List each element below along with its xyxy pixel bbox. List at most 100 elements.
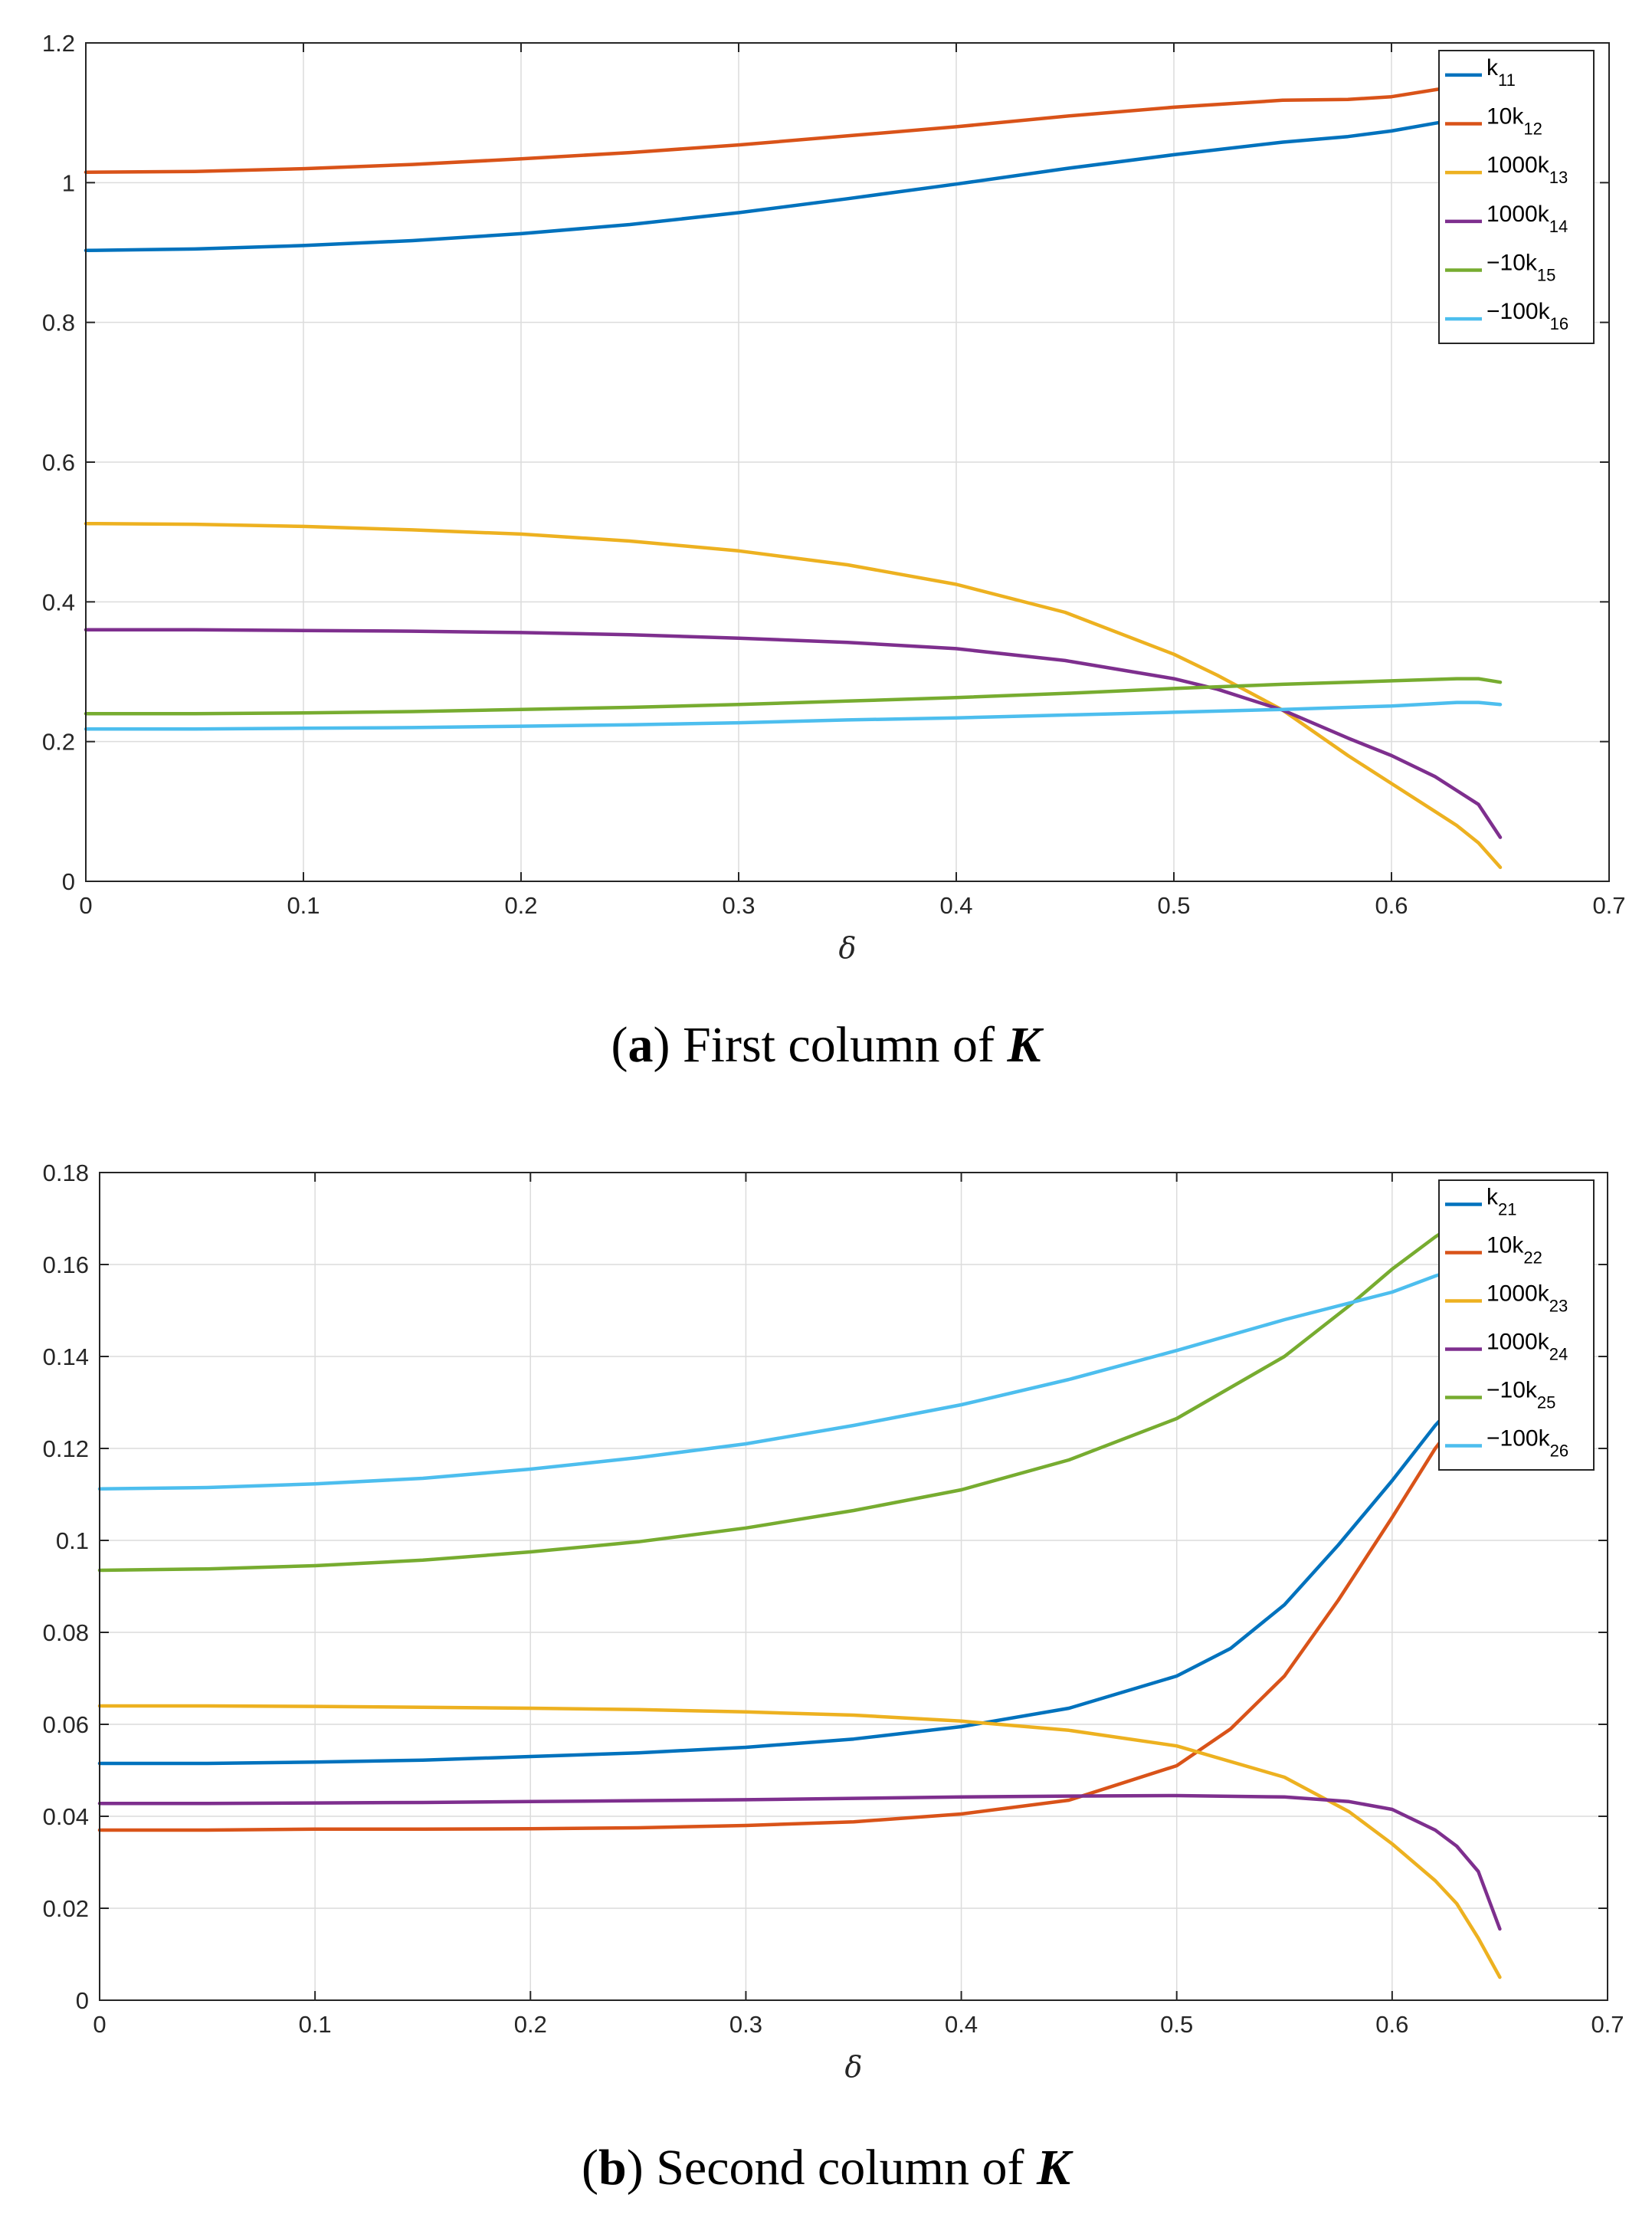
x-tick-label: 0.3 (729, 2011, 762, 2038)
legend-label: k21 (1486, 1185, 1516, 1219)
y-tick-label: 0.6 (42, 449, 75, 476)
legend-label-main: 1000k (1486, 1281, 1550, 1307)
legend-label-sub: 13 (1549, 168, 1568, 187)
y-tick-label: 0.02 (43, 1895, 89, 1922)
legend-box (1438, 1179, 1595, 1471)
legend-label: 10k12 (1486, 104, 1542, 139)
x-axis-label-b: δ (845, 2050, 863, 2084)
series-line-1000k13 (84, 521, 1503, 870)
y-tick-label: 0.2 (42, 729, 75, 756)
y-tick-label: 0.18 (43, 1160, 89, 1186)
legend-label-sub: 26 (1550, 1442, 1568, 1461)
y-tick-label: 0.08 (43, 1619, 89, 1646)
y-tick-label: 0.8 (42, 310, 75, 336)
legend-label-sub: 22 (1523, 1248, 1542, 1268)
caption-b-text: Second column of (656, 2140, 1024, 2196)
plot-frame-b (99, 1172, 1608, 2001)
legend-label: 1000k14 (1486, 202, 1568, 236)
legend-label-sub: 15 (1537, 266, 1555, 285)
caption-a-label: a (628, 1017, 653, 1073)
ticks-a: 0 0.1 0.2 0.3 0.4 0.5 0.6 0.7 0 0.2 0.4 0.6 0.8 1 1.2 (42, 30, 1626, 919)
legend-label: 1000k23 (1486, 1281, 1568, 1316)
legend-label-main: k (1486, 55, 1499, 80)
series-line--100k26 (97, 1258, 1502, 1491)
grid-b (99, 1172, 1608, 2001)
y-tick-label: 0 (76, 1987, 89, 2014)
caption-b-symbol: K (1036, 2140, 1073, 2196)
y-tick-label: 0 (62, 868, 75, 895)
y-tick-label: 0.14 (43, 1343, 89, 1370)
legend-label: −100k26 (1486, 1426, 1568, 1461)
series-line-k11 (84, 114, 1503, 253)
x-tick-label: 0.1 (299, 2011, 332, 2038)
legend-label: 10k22 (1486, 1233, 1542, 1268)
legend-label: 1000k24 (1486, 1330, 1568, 1364)
caption-a-open: ( (611, 1017, 628, 1073)
legend-label: k11 (1486, 55, 1516, 90)
series-line-1000k23 (97, 1704, 1502, 1980)
x-tick-label: 0.5 (1160, 2011, 1193, 2038)
legend-label: 1000k13 (1486, 153, 1568, 187)
series-line--10k25 (97, 1207, 1502, 1573)
y-tick-label: 0.04 (43, 1803, 89, 1830)
y-tick-label: 0.12 (43, 1435, 89, 1462)
x-tick-label: 0.6 (1375, 2011, 1408, 2038)
caption-a-close: ) (653, 1017, 682, 1073)
series-line-k21 (97, 1382, 1502, 1766)
legend-box (1438, 50, 1595, 344)
legend-label-sub: 14 (1549, 217, 1568, 236)
x-tick-label: 0 (93, 2011, 106, 2038)
legend-label-main: 10k (1486, 1233, 1524, 1258)
x-tick-label: 0.7 (1591, 2011, 1624, 2038)
series-line-10k22 (97, 1400, 1502, 1832)
legend-label-main: 1000k (1486, 153, 1550, 178)
legend-label-main: 1000k (1486, 1330, 1550, 1355)
x-tick-label: 0.2 (514, 2011, 547, 2038)
legend-label-sub: 23 (1549, 1297, 1568, 1316)
legend-label: −100k16 (1486, 299, 1568, 333)
legend-label-sub: 24 (1549, 1345, 1568, 1364)
legend-label-main: −10k (1486, 251, 1538, 276)
legend-label-sub: 12 (1523, 120, 1542, 139)
caption-b-space (1024, 2140, 1037, 2196)
y-tick-label: 1 (62, 169, 75, 196)
series-line--100k16 (84, 700, 1503, 731)
caption-a: (a) First column of K (611, 1017, 1044, 1073)
x-tick-label: 0.2 (504, 892, 537, 919)
caption-b-close: ) (627, 2140, 656, 2196)
y-tick-label: 0.4 (42, 589, 75, 615)
x-tick-label: 0.4 (945, 2011, 978, 2038)
caption-a-text: First column of (683, 1017, 995, 1073)
x-tick-label: 0.4 (939, 892, 972, 919)
series-line-10k12 (84, 81, 1503, 174)
legend-label-main: −100k (1486, 299, 1551, 324)
chart-panel-a: 0 0.1 0.2 0.3 0.4 0.5 0.6 0.700.20.40.60.811.2 … (42, 30, 1626, 1073)
x-tick-label: 0.6 (1375, 892, 1408, 919)
legend-label-main: 10k (1486, 104, 1524, 130)
legend-label-main: −10k (1486, 1378, 1538, 1403)
x-tick-label: 0.7 (1592, 892, 1625, 919)
legend-label-main: 1000k (1486, 202, 1550, 227)
caption-b: (b) Second column of K (582, 2140, 1073, 2196)
x-tick-label: 0.3 (722, 892, 755, 919)
x-tick-label: 0.1 (287, 892, 320, 919)
legend-label-sub: 21 (1498, 1200, 1516, 1219)
x-tick-label: 0 (79, 892, 92, 919)
caption-a-symbol: K (1006, 1017, 1044, 1073)
series-b (97, 1207, 1502, 1980)
y-tick-label: 0.06 (43, 1711, 89, 1738)
caption-a-space (995, 1017, 1008, 1073)
x-axis-label-a: δ (839, 931, 857, 965)
caption-b-open: ( (582, 2140, 598, 2196)
y-tick-label: 1.2 (42, 30, 75, 57)
legend-label: −10k15 (1486, 251, 1555, 285)
caption-b-label: b (598, 2140, 627, 2196)
legend-label-sub: 25 (1537, 1393, 1555, 1412)
legend-label-sub: 16 (1550, 314, 1568, 333)
x-tick-label: 0.5 (1157, 892, 1190, 919)
series-a (84, 81, 1503, 870)
y-tick-label: 0.1 (56, 1527, 89, 1554)
legend-label-main: −100k (1486, 1426, 1551, 1452)
